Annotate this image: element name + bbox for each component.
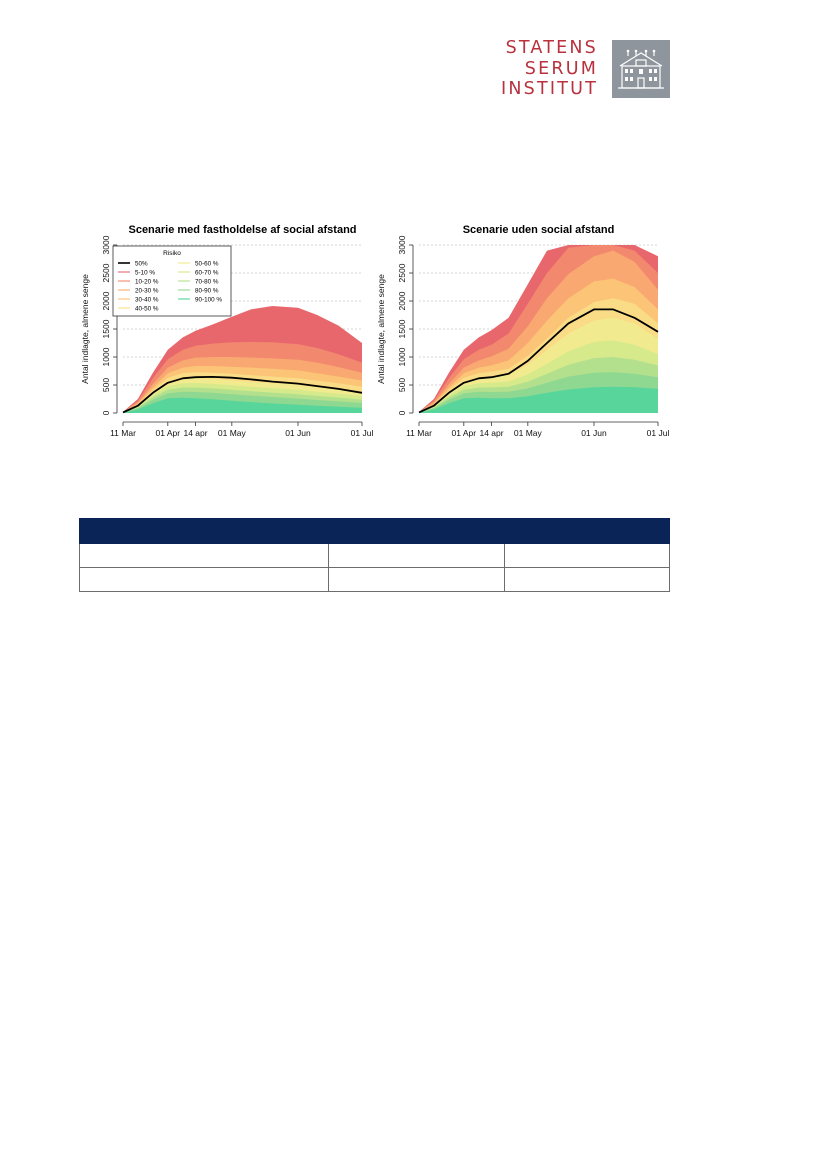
legend-entry: 30-40 % xyxy=(135,296,159,303)
table-header-cell xyxy=(504,518,670,544)
y-tick-label: 1500 xyxy=(101,319,111,338)
y-tick-label: 500 xyxy=(101,378,111,392)
chart-title: Scenarie uden social afstand xyxy=(463,224,615,236)
ssi-logo: STATENS SERUM INSTITUT xyxy=(500,38,670,100)
table-cell xyxy=(328,567,505,592)
chart-panel: 0 500 1000 1500 2000 2500 3000 Antal indlagte, … xyxy=(376,224,669,438)
chart-panel: 0 500 1000 1500 2000 2500 3000 Antal indlagte, … xyxy=(80,224,373,438)
logo-line: STATENS xyxy=(505,38,598,58)
logo-line: SERUM xyxy=(524,58,598,79)
table-row xyxy=(79,567,670,592)
table-cell xyxy=(79,567,329,592)
x-tick-label: 11 Mar xyxy=(406,428,432,438)
building-icon xyxy=(612,40,670,98)
x-tick-label: 01 May xyxy=(218,428,247,438)
risk-band xyxy=(419,386,658,413)
table-cell xyxy=(504,567,670,592)
table-header-row xyxy=(79,518,670,544)
legend-entry: 10-20 % xyxy=(135,278,159,285)
y-tick-label: 1000 xyxy=(397,347,407,366)
y-tick-label: 3000 xyxy=(397,235,407,254)
y-tick-label: 2000 xyxy=(397,291,407,310)
legend-title: Risiko xyxy=(163,250,181,257)
x-tick-label: 14 apr xyxy=(183,428,207,438)
x-tick-label: 01 Apr xyxy=(452,428,477,438)
y-tick-label: 0 xyxy=(397,410,407,415)
x-tick-label: 01 Jun xyxy=(581,428,607,438)
legend-entry: 50-60 % xyxy=(195,260,219,267)
y-tick-label: 500 xyxy=(397,378,407,392)
y-tick-label: 2500 xyxy=(397,263,407,282)
legend-box xyxy=(112,245,232,317)
table-row xyxy=(79,543,670,568)
y-tick-label: 1500 xyxy=(397,319,407,338)
risk-band xyxy=(123,397,362,413)
charts-figure: 0 500 1000 1500 2000 2500 3000 Antal indlagte, … xyxy=(78,219,678,449)
legend-entry: 50% xyxy=(135,260,148,267)
y-axis-label: Antal indlagte, almene senge xyxy=(376,274,386,384)
charts-svg: 0 500 1000 1500 2000 2500 3000 Antal indlagte, … xyxy=(80,224,669,438)
legend-entry: 5-10 % xyxy=(135,269,155,276)
legend-entry: 60-70 % xyxy=(195,269,219,276)
table-cell xyxy=(504,543,670,568)
y-tick-label: 2500 xyxy=(101,263,111,282)
table-cell xyxy=(79,543,329,568)
x-tick-label: 01 May xyxy=(514,428,543,438)
logo-wordmark: STATENS SERUM INSTITUT xyxy=(501,38,598,100)
y-tick-label: 2000 xyxy=(101,291,111,310)
table-header-cell xyxy=(328,518,505,544)
y-axis-label: Antal indlagte, almene senge xyxy=(80,274,90,384)
chart-title: Scenarie med fastholdelse af social afst… xyxy=(128,224,356,236)
legend-entry: 80-90 % xyxy=(195,287,219,294)
x-tick-label: 01 Apr xyxy=(156,428,181,438)
area-group xyxy=(419,245,658,413)
x-tick-label: 01 Jul xyxy=(647,428,670,438)
median-line xyxy=(122,376,363,414)
y-tick-label: 1000 xyxy=(101,347,111,366)
legend-entry: 40-50 % xyxy=(135,305,159,312)
x-tick-label: 11 Mar xyxy=(110,428,136,438)
x-tick-label: 01 Jun xyxy=(285,428,311,438)
y-tick-label: 0 xyxy=(101,410,111,415)
table-cell xyxy=(328,543,505,568)
legend: Risiko 50% 5-10 % 10-20 % 20-30 % 30-40 % 40-5… xyxy=(112,245,232,317)
legend-entry: 90-100 % xyxy=(195,296,222,303)
table-header-cell xyxy=(79,518,329,544)
logo-line: INSTITUT xyxy=(501,79,598,99)
x-tick-label: 01 Jul xyxy=(351,428,374,438)
x-tick-label: 14 apr xyxy=(479,428,503,438)
legend-entry: 20-30 % xyxy=(135,287,159,294)
data-table xyxy=(79,518,670,592)
area-group xyxy=(123,306,362,413)
median-line xyxy=(418,308,659,414)
y-tick-label: 3000 xyxy=(101,235,111,254)
legend-entry: 70-80 % xyxy=(195,278,219,285)
